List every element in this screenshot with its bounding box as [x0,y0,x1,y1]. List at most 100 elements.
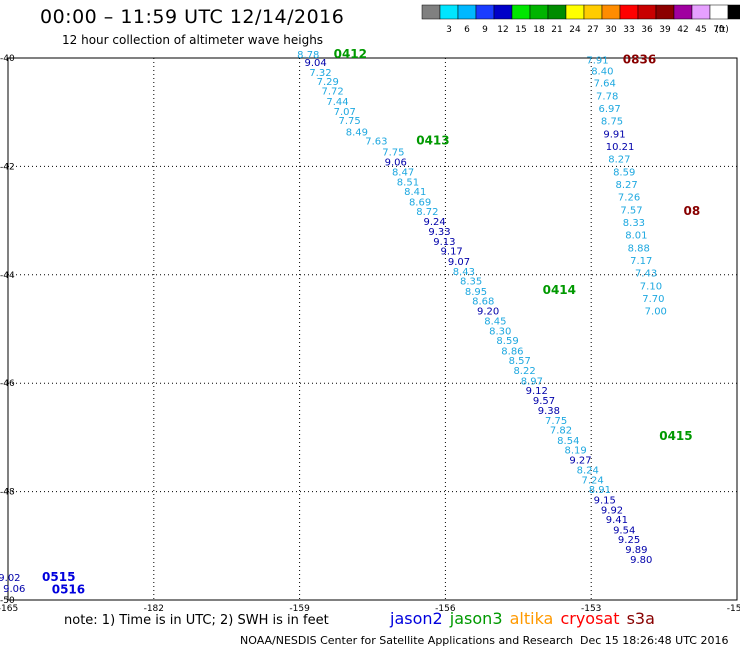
pass-time-label: 0412 [334,47,367,61]
footer-timestamp: Dec 15 18:26:48 UTC 2016 [580,634,729,647]
wave-height-value: 8.30 [489,326,511,337]
wave-height-value: 9.15 [594,496,616,507]
y-tick-label: -48 [0,488,15,498]
colorbar-swatch [727,4,740,20]
legend-jason2: jason2 [390,609,443,628]
x-tick-label: -156 [435,604,456,614]
wave-height-value: 7.75 [382,148,404,159]
pass-time-label: 0414 [543,283,576,297]
colorbar-label: 21 [551,25,562,35]
wave-height-value: 9.06 [385,157,407,168]
wave-height-value: 7.91 [586,55,608,66]
colorbar-label: 27 [587,25,598,35]
wave-height-value: 8.91 [589,485,611,496]
wave-height-value: 9.20 [477,306,499,317]
wave-height-value: 7.44 [326,97,348,108]
colorbar-label: 36 [641,25,653,35]
wave-height-value: 7.75 [545,416,567,427]
wave-height-value: 10.21 [606,142,635,153]
wave-height-value: 9.33 [428,227,450,238]
colorbar-label: 33 [623,25,634,35]
wave-height-value: 9.12 [526,386,548,397]
wave-height-value: 7.72 [321,86,343,97]
x-tick-label: -153 [581,604,601,614]
wave-height-value: 7.70 [642,294,664,305]
footer-note: note: 1) Time is in UTC; 2) SWH is in fe… [64,613,329,628]
wave-height-value: 7.24 [581,475,603,486]
wave-height-value: 8.40 [591,66,613,77]
pass-time-label: 0515 [42,570,75,584]
wave-height-value: 8.33 [623,218,645,229]
wave-height-value: 8.35 [460,277,482,288]
wave-height-value: 9.41 [606,515,628,526]
wave-height-value: 9.54 [613,525,635,536]
wave-height-value: 8.57 [509,356,531,367]
wave-height-value: 8.86 [501,346,523,357]
x-tick-label: -182 [144,604,164,614]
wave-height-value: 7.82 [550,426,572,437]
wave-height-value: 7.29 [317,77,339,88]
wave-height-value: 8.01 [625,230,647,241]
wave-height-value: 9.24 [424,217,446,228]
wave-height-value: 7.63 [365,137,387,148]
wave-height-value: 8.41 [404,187,426,198]
colorbar-label: 15 [515,25,526,35]
x-tick-label: -159 [289,604,310,614]
pass-time-label: 0836 [623,52,656,66]
colorbar-label: 18 [533,25,545,35]
wave-height-value: 8.59 [496,336,518,347]
wave-height-value: 8.97 [521,376,543,387]
wave-height-value: 7.57 [620,206,642,217]
colorbar-label: 3 [446,25,452,35]
plot-frame [7,57,738,601]
wave-height-value: 7.75 [338,116,360,127]
wave-height-value: 7.10 [640,281,662,292]
wave-height-value: 8.72 [416,207,438,218]
wave-height-value: 8.95 [465,287,487,298]
color-bar: 3 6 9 12 15 18 21 24 27 30 33 36 39 42 45 70(ft) [421,4,740,35]
chart-subtitle: 12 hour collection of altimeter wave hei… [62,33,324,47]
wave-height-value: 8.78 [297,50,319,61]
wave-height-value: 8.43 [453,267,475,278]
wave-height-value: 9.92 [601,505,623,516]
wave-height-value: 7.43 [635,268,657,279]
wave-height-value: 7.17 [630,256,652,267]
wave-height-value: 8.27 [616,180,638,191]
y-tick-label: -46 [0,379,15,389]
colorbar-label: 12 [497,25,508,35]
wave-height-value: 9.89 [625,545,647,556]
colorbar-label: 45 [695,25,706,35]
colorbar-label: 24 [569,25,581,35]
wave-height-value: 8.68 [472,297,494,308]
wave-height-value: 7.26 [618,193,640,204]
wave-height-value: 9.38 [538,406,560,417]
wave-height-value: 9.13 [433,237,455,248]
y-tick-label: -42 [0,162,15,172]
chart-title: 00:00 – 11:59 UTC 12/14/2016 [40,6,345,28]
x-tick-label: -165 [0,604,18,614]
wave-height-value: 6.97 [598,104,620,115]
legend-cryosat: cryosat [560,609,620,628]
colorbar-label: 70 [713,25,725,35]
pass-time-label: 0415 [659,429,692,443]
legend-altika: altika [509,609,554,628]
wave-height-value: 9.27 [569,455,591,466]
wave-height-value: 8.75 [601,117,623,128]
wave-height-value: 8.69 [409,197,431,208]
wave-height-value: 9.07 [448,257,470,268]
wave-height-value: 9.02 [0,573,21,584]
x-tick-label: -150 [727,604,740,614]
legend-jason3: jason3 [449,609,503,628]
wave-height-value: 7.32 [309,68,331,79]
wave-height-value: 9.91 [603,130,625,141]
wave-height-value: 9.57 [533,396,555,407]
wave-height-value: 8.59 [613,168,635,179]
y-tick-label: -40 [0,54,15,64]
wave-height-value: 8.51 [397,177,419,188]
satellite-legend: jason2 jason3 altika cryosat s3a [390,609,655,628]
wave-height-value: 7.07 [334,107,356,118]
y-tick-label: -50 [0,596,15,606]
wave-height-value: 9.06 [3,584,25,595]
wave-height-value: 8.54 [557,436,579,447]
pass-time-label: 0413 [416,134,449,148]
